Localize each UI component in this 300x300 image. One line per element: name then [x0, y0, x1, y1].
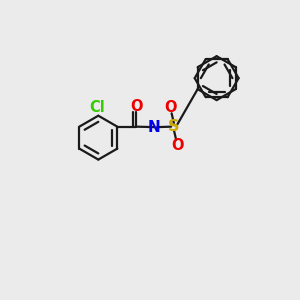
Text: O: O [130, 99, 142, 114]
Text: O: O [164, 100, 177, 115]
Text: S: S [168, 119, 180, 134]
Text: O: O [171, 138, 184, 153]
Text: N: N [148, 120, 161, 135]
Text: Cl: Cl [89, 100, 105, 115]
